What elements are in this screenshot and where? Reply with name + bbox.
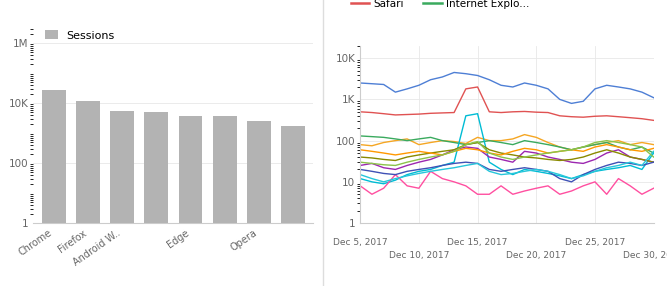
Text: Dec 5, 2017: Dec 5, 2017 [333, 238, 388, 247]
Bar [144, 112, 168, 286]
Bar [247, 121, 271, 286]
Text: Dec 20, 2017: Dec 20, 2017 [506, 251, 566, 260]
Bar [213, 116, 237, 286]
Bar [76, 101, 100, 286]
Text: Dec 25, 2017: Dec 25, 2017 [565, 238, 625, 247]
Bar [281, 126, 305, 286]
Bar [110, 111, 134, 286]
Bar [179, 116, 203, 286]
Text: Dec 15, 2017: Dec 15, 2017 [448, 238, 508, 247]
Text: Dec 10, 2017: Dec 10, 2017 [389, 251, 449, 260]
Text: Dec 30, 2017: Dec 30, 2017 [624, 251, 667, 260]
Legend: Chrome, Safari, Firefox, Internet Explo...: Chrome, Safari, Firefox, Internet Explo.… [351, 0, 529, 9]
Bar [42, 90, 66, 286]
Legend: Sessions: Sessions [45, 30, 115, 41]
